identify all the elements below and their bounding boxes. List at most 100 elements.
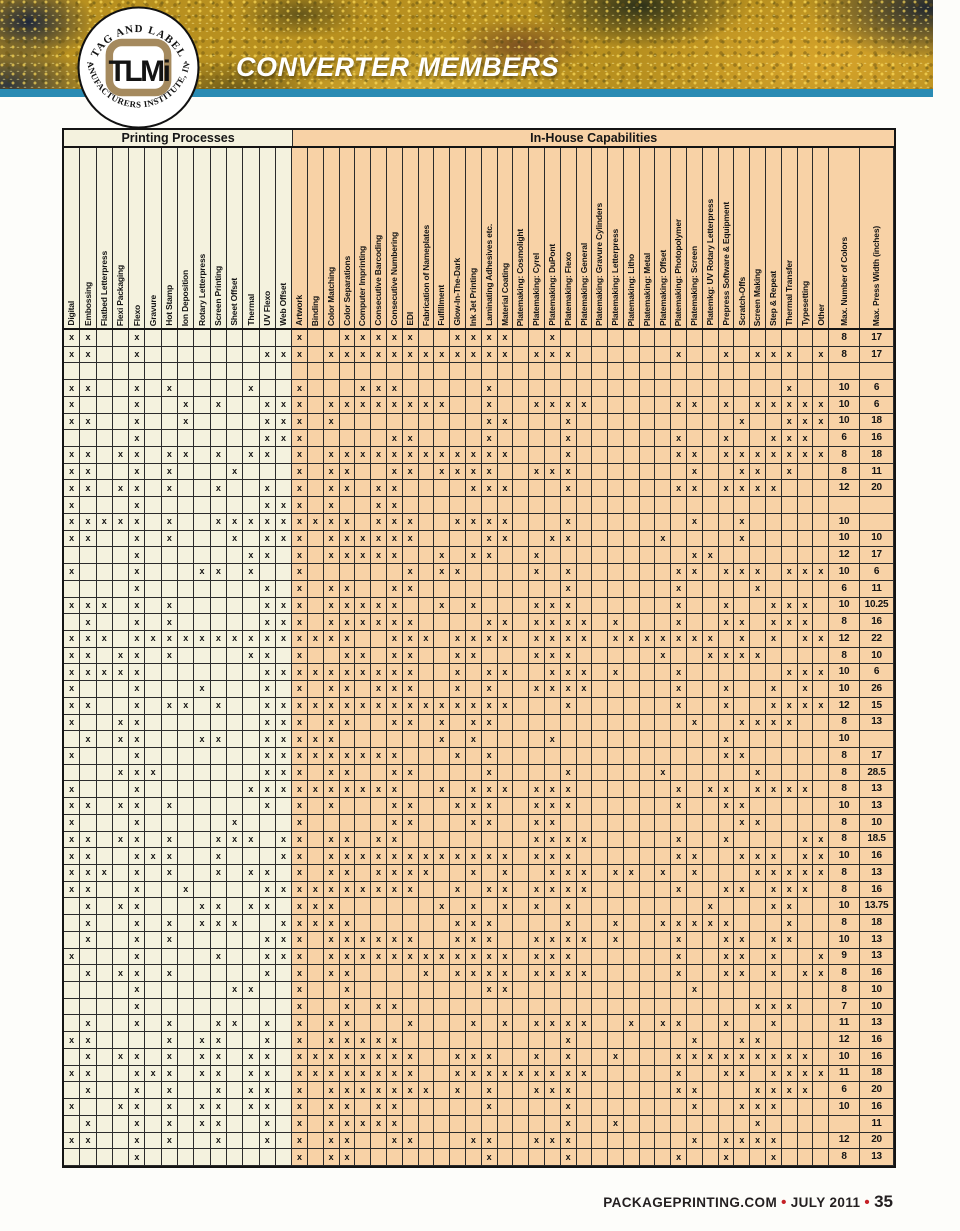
grid-cell — [592, 463, 609, 481]
grid-cell: x — [544, 798, 561, 815]
grid-cell: x — [161, 614, 179, 631]
grid-cell: x — [129, 547, 146, 565]
grid-cell: x — [275, 881, 293, 899]
grid-cell — [339, 413, 356, 431]
grid-cell — [655, 664, 672, 682]
grid-cell — [178, 998, 195, 1016]
grid-cell — [734, 731, 751, 748]
grid-cell — [465, 580, 482, 598]
grid-cell — [307, 982, 324, 999]
grid-cell: x — [112, 798, 130, 815]
grid-cell — [112, 998, 130, 1016]
grid-cell — [702, 747, 719, 765]
grid-cell: x — [210, 1132, 227, 1150]
grid-cell: x — [80, 931, 97, 949]
grid-cell: x — [481, 948, 498, 966]
grid-cell: x — [292, 814, 308, 832]
column-label: Digital — [66, 301, 77, 326]
grid-cell — [371, 580, 387, 598]
grid-cell — [418, 480, 435, 498]
grid-cell — [434, 764, 451, 782]
grid-cell — [481, 564, 498, 581]
grid-cell: x — [718, 881, 735, 899]
section-header-in-house-capabilities: In-House Capabilities — [293, 130, 895, 146]
max-colors-cell: 8 — [829, 1149, 860, 1166]
grid-cell — [161, 781, 179, 799]
grid-cell: x — [226, 982, 244, 999]
grid-cell — [371, 814, 387, 832]
grid-cell: x — [671, 630, 688, 648]
grid-cell: x — [465, 731, 482, 748]
grid-cell — [655, 463, 672, 481]
grid-cell — [64, 614, 81, 631]
grid-cell — [592, 848, 609, 865]
max-colors-cell: 8 — [829, 346, 860, 364]
grid-cell — [592, 1132, 609, 1150]
grid-cell — [275, 814, 293, 832]
grid-cell — [178, 1065, 195, 1083]
grid-cell — [178, 948, 195, 966]
grid-cell: x — [687, 915, 703, 932]
grid-cell — [275, 647, 293, 665]
column-header-glow-in-the-dark: Glow-In-The-Dark — [450, 148, 466, 328]
grid-cell — [687, 497, 703, 514]
grid-cell — [307, 547, 324, 565]
grid-cell — [402, 547, 419, 565]
grid-cell — [402, 497, 419, 514]
grid-cell — [702, 865, 719, 882]
grid-cell: x — [112, 898, 130, 916]
grid-cell: x — [544, 647, 561, 665]
grid-cell: x — [560, 580, 577, 598]
grid-cell: x — [576, 681, 593, 698]
grid-cell — [226, 413, 244, 431]
grid-cell — [465, 413, 482, 431]
grid-cell: x — [210, 480, 227, 498]
grid-cell — [623, 915, 640, 932]
grid-cell — [371, 982, 387, 999]
grid-cell — [639, 580, 656, 598]
grid-cell: x — [497, 781, 514, 799]
grid-cell: x — [64, 396, 81, 414]
grid-cell — [323, 814, 340, 832]
grid-cell — [608, 948, 624, 966]
grid-cell — [178, 547, 195, 565]
grid-cell — [718, 814, 735, 832]
column-label: Platemaking: Metal — [641, 252, 652, 326]
grid-cell: x — [386, 764, 403, 782]
grid-cell — [497, 363, 514, 381]
column-label: Platemaking: DuPont — [547, 244, 558, 326]
grid-cell — [275, 1149, 293, 1166]
grid-cell — [145, 564, 162, 581]
grid-cell: x — [781, 447, 798, 464]
grid-cell — [623, 1132, 640, 1150]
grid-cell: x — [813, 447, 830, 464]
grid-cell: x — [64, 647, 81, 665]
grid-cell: x — [655, 647, 672, 665]
grid-cell: x — [292, 881, 308, 899]
max-press-width-cell: 18 — [859, 447, 895, 464]
max-press-width-cell — [859, 513, 895, 531]
grid-cell — [623, 831, 640, 849]
grid-cell — [513, 881, 530, 899]
grid-cell — [210, 597, 227, 615]
grid-cell — [608, 497, 624, 514]
grid-cell: x — [734, 1048, 751, 1066]
grid-cell: x — [813, 948, 830, 966]
grid-cell — [576, 480, 593, 498]
grid-cell — [418, 1149, 435, 1166]
grid-cell — [418, 330, 435, 347]
grid-cell — [226, 1115, 244, 1133]
grid-cell — [96, 948, 113, 966]
grid-cell: x — [465, 781, 482, 799]
grid-cell — [371, 363, 387, 381]
grid-cell — [386, 363, 403, 381]
grid-cell — [813, 814, 830, 832]
grid-cell — [226, 1082, 244, 1100]
grid-cell — [275, 1065, 293, 1083]
grid-cell: x — [750, 1132, 767, 1150]
logo-circle — [77, 6, 200, 129]
grid-cell — [544, 898, 561, 916]
grid-cell — [513, 798, 530, 815]
grid-cell — [529, 380, 545, 397]
grid-cell: x — [80, 865, 97, 882]
